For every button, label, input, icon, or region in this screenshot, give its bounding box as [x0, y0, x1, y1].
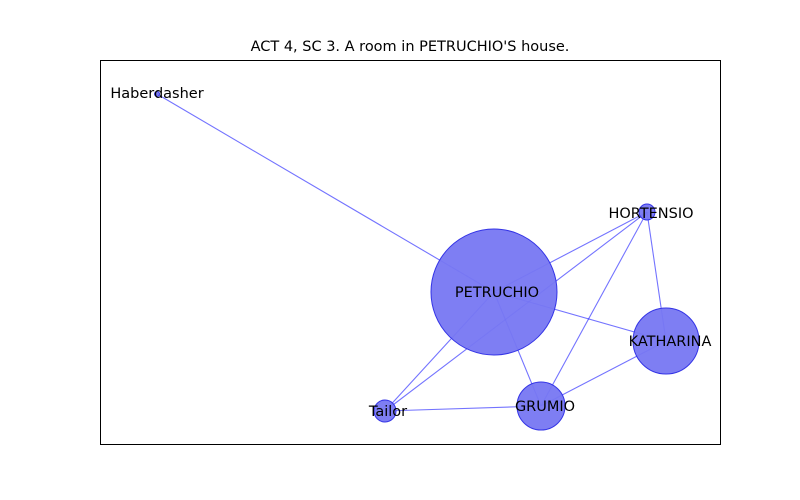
node-hortensio	[638, 203, 656, 221]
node-katharina	[632, 307, 700, 375]
labels-layer: Haberdasher HORTENSIO PETRUCHIO KATHARINA GR…	[110, 86, 711, 420]
edge-grumio-tailor	[384, 405, 542, 412]
node-petruchio	[430, 228, 558, 356]
nodes-layer	[154, 91, 700, 431]
node-label-grumio: GRUMIO	[515, 399, 575, 415]
node-label-hortensio: HORTENSIO	[608, 206, 693, 222]
plot-frame	[100, 60, 721, 445]
edge-haberdasher-petruchio	[156, 93, 495, 293]
node-label-katharina: KATHARINA	[629, 334, 712, 350]
node-haberdasher	[154, 91, 160, 97]
node-grumio	[516, 381, 566, 431]
node-label-haberdasher: Haberdasher	[110, 86, 203, 102]
node-label-tailor: Tailor	[368, 404, 407, 420]
node-tailor	[373, 399, 397, 423]
node-label-petruchio: PETRUCHIO	[455, 285, 539, 301]
edge-hortensio-grumio	[540, 211, 648, 407]
figure-title: ACT 4, SC 3. A room in PETRUCHIO'S house…	[251, 39, 570, 55]
